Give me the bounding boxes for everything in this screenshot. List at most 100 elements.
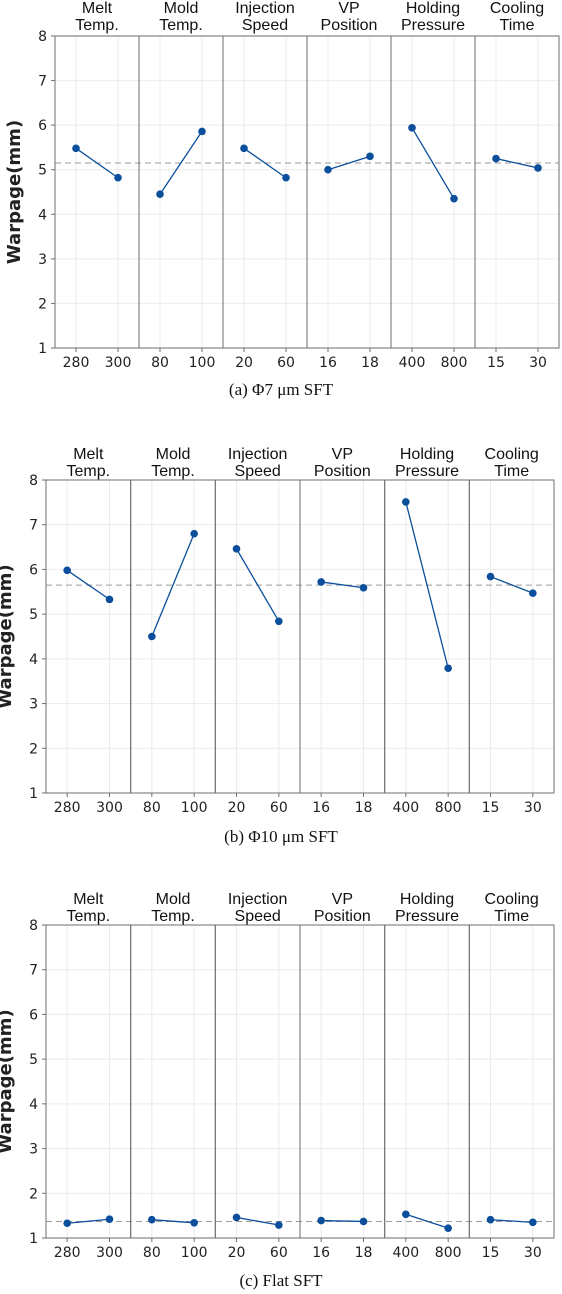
factor-panel-frame: [214, 479, 301, 794]
data-point: [282, 173, 290, 182]
x-tick-label: 400: [392, 1245, 419, 1261]
y-axis-label: Warpage(mm): [0, 564, 16, 708]
factor-label: Time: [500, 17, 535, 34]
x-tick-label: 20: [228, 1245, 246, 1261]
factor-panel-frame: [468, 924, 555, 1239]
y-tick-label: 2: [38, 296, 47, 312]
y-tick-label: 1: [29, 786, 38, 802]
data-point: [63, 566, 71, 575]
data-point: [317, 578, 325, 586]
data-point: [232, 545, 241, 553]
data-point: [444, 664, 452, 673]
data-point: [317, 1216, 325, 1225]
effect-line: [490, 1219, 533, 1223]
effect-line: [411, 127, 455, 200]
figure-caption: (a) Φ7 μm SFT: [229, 380, 334, 399]
factor-panel-frame: [474, 35, 560, 349]
factor-panel-frame: [138, 35, 224, 349]
effect-line: [151, 1219, 195, 1224]
y-tick-label: 7: [29, 518, 38, 534]
effect-line: [236, 1216, 279, 1226]
data-point: [486, 1215, 495, 1224]
data-point: [529, 589, 537, 597]
y-tick-label: 6: [38, 118, 47, 134]
factor-label: Mold: [156, 891, 191, 908]
factor-label: Temp.: [67, 908, 111, 925]
y-tick-label: 8: [38, 29, 47, 45]
effect-line: [66, 569, 110, 600]
effect-line: [327, 155, 371, 171]
x-tick-label: 300: [105, 355, 132, 371]
factor-label: Pressure: [401, 17, 465, 34]
factor-label: Injection: [228, 446, 288, 463]
x-tick-label: 300: [96, 1245, 123, 1261]
data-point: [148, 1215, 156, 1224]
data-point: [105, 595, 114, 604]
effect-line: [490, 575, 534, 594]
effect-line: [151, 533, 195, 637]
x-tick-label: 30: [524, 800, 542, 816]
data-point: [63, 1219, 71, 1228]
data-point: [198, 127, 206, 136]
data-point: [72, 144, 80, 153]
y-tick-label: 5: [29, 1052, 38, 1068]
factor-label: Pressure: [395, 463, 459, 480]
factor-label: Holding: [400, 891, 454, 908]
factor-panel-frame: [468, 479, 555, 794]
y-tick-label: 4: [29, 1097, 38, 1113]
y-tick-label: 6: [29, 562, 38, 578]
factor-label: Position: [314, 463, 371, 480]
data-point: [408, 124, 416, 132]
factor-label: Pressure: [395, 908, 459, 925]
factor-label: Speed: [235, 908, 281, 925]
y-tick-label: 3: [29, 1142, 38, 1158]
x-tick-label: 15: [482, 1245, 500, 1261]
x-tick-label: 100: [189, 355, 216, 371]
factor-label: Temp.: [151, 463, 195, 480]
factor-label: Temp.: [75, 17, 119, 34]
x-tick-label: 100: [181, 800, 208, 816]
x-tick-label: 18: [355, 800, 373, 816]
y-tick-label: 2: [29, 741, 38, 757]
factor-panel-frame: [45, 479, 132, 794]
x-tick-label: 800: [435, 800, 462, 816]
factor-label: Melt: [73, 891, 104, 908]
x-tick-label: 280: [54, 1245, 81, 1261]
factor-panel-frame: [54, 35, 140, 349]
data-point: [402, 1210, 410, 1219]
data-point: [324, 165, 332, 174]
factor-label: VP: [332, 891, 353, 908]
factor-label: Injection: [228, 891, 288, 908]
x-tick-label: 800: [441, 355, 468, 371]
y-axis-label: Warpage(mm): [4, 120, 25, 264]
data-point: [492, 154, 500, 163]
x-tick-label: 16: [312, 1245, 330, 1261]
data-point: [402, 498, 410, 506]
x-tick-label: 80: [143, 800, 161, 816]
x-tick-label: 60: [277, 355, 295, 371]
x-tick-label: 20: [235, 355, 253, 371]
data-point: [275, 617, 283, 626]
factor-panel-frame: [130, 924, 216, 1239]
effect-line: [405, 1213, 449, 1229]
x-tick-label: 16: [312, 800, 330, 816]
factor-label: Melt: [82, 0, 113, 17]
y-tick-label: 3: [38, 252, 47, 268]
effect-line: [495, 157, 539, 169]
factor-panel-frame: [299, 479, 386, 794]
y-tick-label: 8: [29, 473, 38, 489]
factor-label: VP: [338, 0, 359, 17]
factor-label: Cooling: [485, 446, 539, 463]
y-tick-label: 5: [29, 607, 38, 623]
y-tick-label: 5: [38, 163, 47, 179]
y-axis-label: Warpage(mm): [0, 1009, 16, 1153]
factor-label: VP: [332, 446, 353, 463]
data-point: [190, 529, 198, 538]
factor-label: Speed: [242, 17, 288, 34]
data-point: [529, 1218, 537, 1227]
factor-label: Mold: [156, 446, 191, 463]
data-point: [148, 632, 156, 641]
